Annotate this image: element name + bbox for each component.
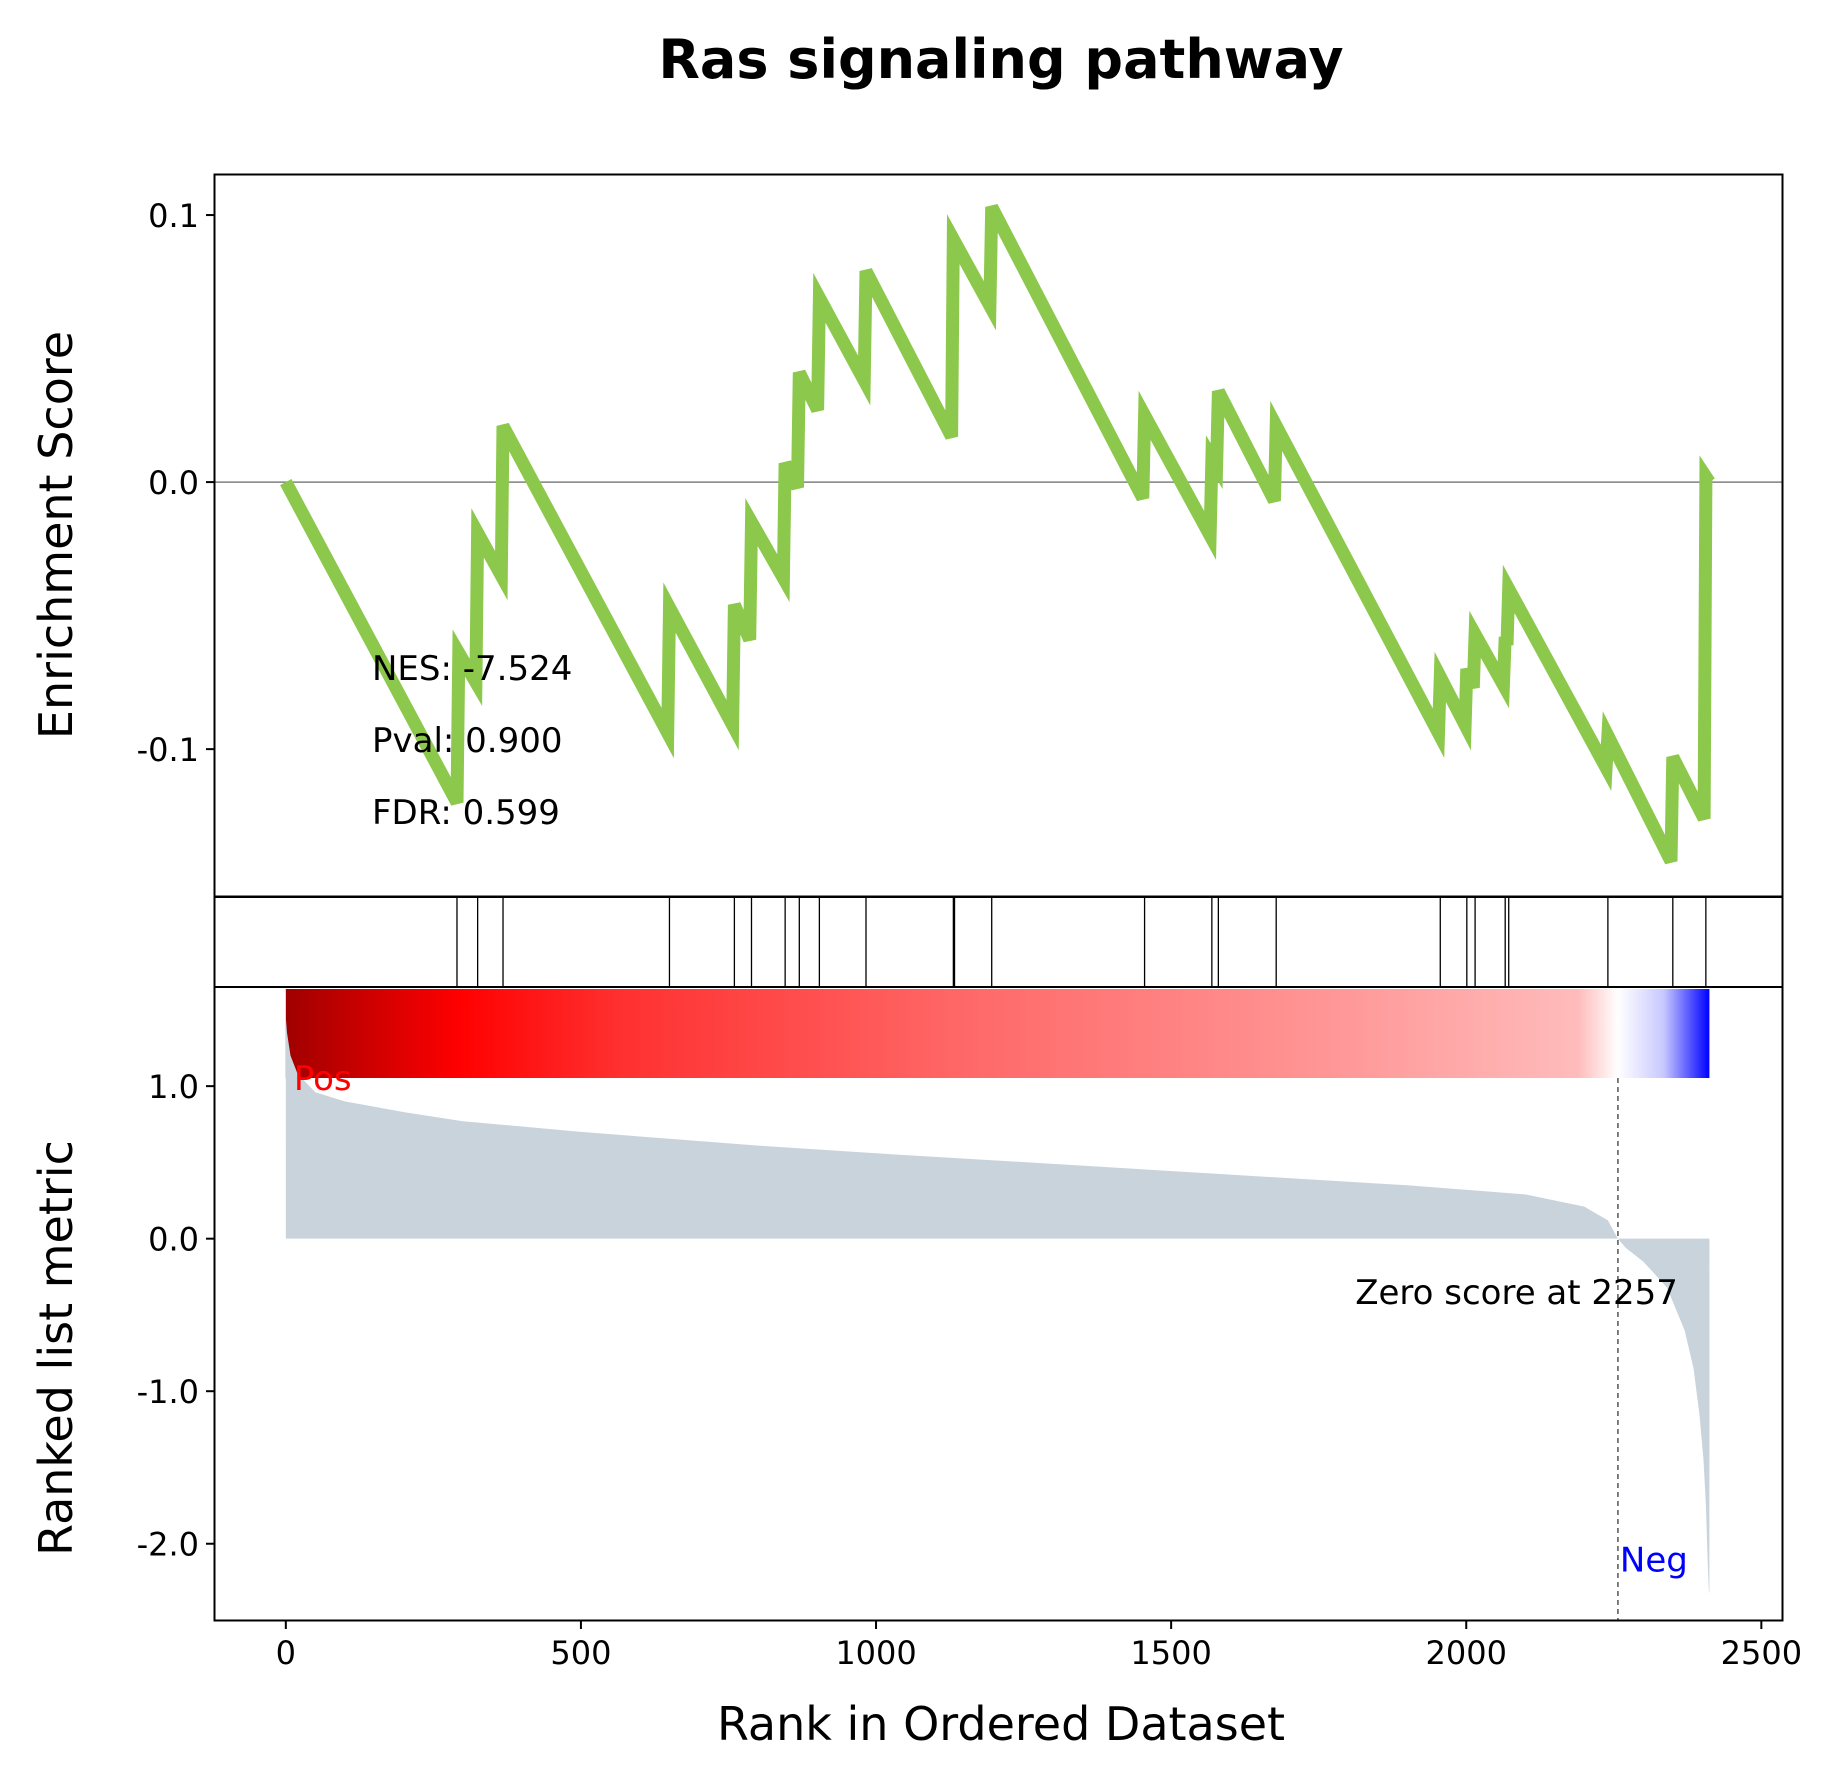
es-y-ticks: 0.1 0.0 -0.1 [137, 197, 215, 769]
stats-box: NES: -7.524 Pval: 0.900 FDR: 0.599 [372, 649, 572, 833]
metric-y-tick-label: 0.0 [148, 1221, 199, 1259]
x-axis-label: Rank in Ordered Dataset [717, 1697, 1285, 1751]
metric-y-tick-label: 1.0 [148, 1068, 199, 1106]
metric-y-tick-label: -2.0 [137, 1526, 199, 1564]
stat-pval: Pval: 0.900 [372, 721, 563, 761]
hits-panel-frame [213, 896, 1784, 988]
x-tick-label: 2500 [1721, 1634, 1802, 1672]
x-tick-label: 1500 [1130, 1634, 1211, 1672]
pos-label: Pos [294, 1059, 352, 1099]
x-tick-label: 2000 [1426, 1634, 1507, 1672]
chart-title: Ras signaling pathway [658, 28, 1343, 91]
x-axis-ticks: 0 500 1000 1500 2000 2500 [276, 1620, 1802, 1672]
gene-hit-marks [456, 897, 1707, 987]
stat-fdr: FDR: 0.599 [372, 793, 560, 833]
es-panel: 0.1 0.0 -0.1 NES: -7.524 Pval: 0.900 FDR: … [137, 173, 1784, 898]
neg-label: Neg [1620, 1541, 1688, 1581]
ranked-metric-area [285, 1017, 1710, 1595]
running-enrichment-score-line [280, 204, 1715, 865]
hits-panel [213, 896, 1784, 988]
es-y-tick-label: -0.1 [137, 731, 199, 769]
es-y-tick-label: 0.1 [148, 197, 199, 235]
rank-color-bar [285, 989, 1710, 1078]
zero-score-text: Zero score at 2257 [1355, 1273, 1678, 1313]
es-y-axis-label: Enrichment Score [29, 331, 83, 739]
metric-y-axis-label: Ranked list metric [29, 1140, 83, 1556]
metric-panel: 1.0 0.0 -1.0 -2.0 Pos Neg Zero score at 225… [137, 987, 1784, 1622]
metric-y-ticks: 1.0 0.0 -1.0 -2.0 [137, 1068, 215, 1564]
es-y-tick-label: 0.0 [148, 464, 199, 502]
x-tick-label: 0 [276, 1634, 296, 1672]
stat-nes: NES: -7.524 [372, 649, 572, 689]
metric-y-tick-label: -1.0 [137, 1373, 199, 1411]
metric-panel-frame [213, 987, 1784, 1622]
x-tick-label: 500 [550, 1634, 611, 1672]
x-tick-label: 1000 [835, 1634, 916, 1672]
